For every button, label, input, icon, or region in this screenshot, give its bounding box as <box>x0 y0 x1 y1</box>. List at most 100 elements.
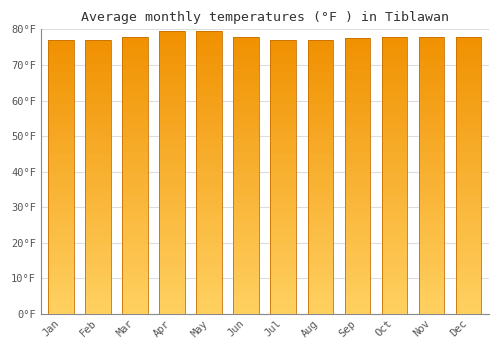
Bar <box>270 254 296 259</box>
Bar <box>418 101 444 106</box>
Bar <box>160 238 186 243</box>
Bar <box>344 167 370 172</box>
Bar <box>234 138 260 143</box>
Bar <box>122 180 148 184</box>
Bar <box>308 49 334 54</box>
Bar <box>122 101 148 106</box>
Bar <box>270 95 296 99</box>
Bar <box>234 277 260 281</box>
Bar <box>308 204 334 209</box>
Bar <box>48 163 74 168</box>
Bar <box>270 163 296 168</box>
Bar <box>160 121 186 125</box>
Bar <box>234 272 260 277</box>
Bar <box>456 166 481 170</box>
Bar <box>48 77 74 81</box>
Bar <box>382 143 407 147</box>
Bar <box>344 153 370 158</box>
Bar <box>160 102 186 106</box>
Bar <box>48 40 74 314</box>
Bar <box>196 69 222 74</box>
Bar <box>344 172 370 176</box>
Bar <box>308 40 334 45</box>
Bar <box>48 304 74 309</box>
Bar <box>418 129 444 134</box>
Bar <box>456 290 481 295</box>
Bar <box>456 203 481 208</box>
Bar <box>196 168 222 173</box>
Bar <box>160 64 186 69</box>
Bar <box>418 50 444 55</box>
Bar <box>48 168 74 172</box>
Bar <box>382 69 407 74</box>
Bar <box>196 111 222 116</box>
Bar <box>344 304 370 309</box>
Bar <box>234 175 260 180</box>
Bar <box>234 295 260 300</box>
Bar <box>122 92 148 97</box>
Bar <box>270 136 296 140</box>
Bar <box>382 194 407 198</box>
Bar <box>344 263 370 268</box>
Bar <box>418 249 444 254</box>
Bar <box>344 268 370 272</box>
Bar <box>234 203 260 208</box>
Bar <box>382 180 407 184</box>
Bar <box>418 212 444 217</box>
Bar <box>456 97 481 101</box>
Bar <box>86 273 112 277</box>
Bar <box>344 231 370 236</box>
Bar <box>382 124 407 129</box>
Bar <box>308 268 334 273</box>
Bar <box>86 45 112 49</box>
Bar <box>160 149 186 154</box>
Bar <box>270 81 296 86</box>
Bar <box>160 130 186 135</box>
Bar <box>196 64 222 69</box>
Bar <box>48 81 74 86</box>
Bar <box>196 154 222 158</box>
Bar <box>308 227 334 232</box>
Bar <box>456 129 481 134</box>
Bar <box>196 286 222 290</box>
Bar <box>122 64 148 69</box>
Bar <box>456 115 481 120</box>
Bar <box>456 267 481 272</box>
Bar <box>270 204 296 209</box>
Bar <box>160 116 186 121</box>
Bar <box>456 175 481 180</box>
Bar <box>382 235 407 240</box>
Bar <box>456 217 481 221</box>
Bar <box>160 286 186 290</box>
Bar <box>418 88 444 92</box>
Bar <box>196 234 222 238</box>
Bar <box>160 46 186 50</box>
Bar <box>48 127 74 131</box>
Bar <box>160 290 186 295</box>
Bar <box>122 309 148 314</box>
Bar <box>122 46 148 50</box>
Bar <box>344 236 370 240</box>
Bar <box>344 130 370 135</box>
Bar <box>308 63 334 68</box>
Bar <box>86 259 112 264</box>
Bar <box>382 147 407 152</box>
Bar <box>270 264 296 268</box>
Bar <box>456 309 481 314</box>
Bar <box>344 240 370 245</box>
Bar <box>418 170 444 175</box>
Bar <box>382 217 407 221</box>
Bar <box>270 209 296 214</box>
Bar <box>196 201 222 205</box>
Bar <box>418 267 444 272</box>
Bar <box>196 271 222 276</box>
Bar <box>344 277 370 281</box>
Bar <box>234 300 260 304</box>
Bar <box>418 277 444 281</box>
Bar <box>234 147 260 152</box>
Bar <box>308 118 334 122</box>
Bar <box>196 262 222 267</box>
Bar <box>196 125 222 130</box>
Bar <box>234 198 260 203</box>
Bar <box>382 175 407 180</box>
